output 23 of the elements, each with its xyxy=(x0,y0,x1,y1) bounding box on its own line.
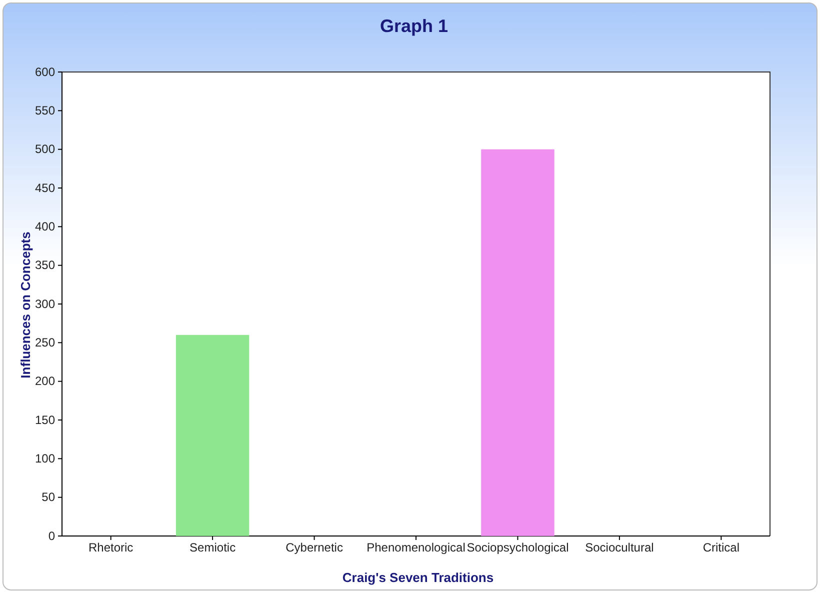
y-tick-label: 600 xyxy=(34,64,56,79)
y-tick-label: 500 xyxy=(34,142,56,156)
y-tick-label: 450 xyxy=(34,180,56,195)
x-tick-label: Semiotic xyxy=(190,540,236,555)
y-tick-label: 0 xyxy=(48,528,56,543)
y-tick-label: 250 xyxy=(34,336,56,350)
chart-title: Graph 1 xyxy=(380,16,448,36)
y-tick-label: 400 xyxy=(34,220,56,234)
x-tick-label: Rhetoric xyxy=(88,540,134,555)
x-tick-label: Sociocultural xyxy=(585,540,654,555)
x-axis-title: Craig's Seven Traditions xyxy=(342,570,494,585)
y-tick-label: 200 xyxy=(34,374,56,388)
x-tick-label: Phenomenological xyxy=(366,540,466,555)
y-tick-label: 50 xyxy=(42,490,56,504)
y-tick-label: 350 xyxy=(34,258,56,272)
x-tick-label: Cybernetic xyxy=(286,540,343,555)
y-axis-title: Influences on Concepts xyxy=(18,232,33,378)
y-tick-label: 300 xyxy=(34,296,56,311)
x-tick-label: Critical xyxy=(702,540,740,555)
y-tick-label: 100 xyxy=(34,452,56,466)
y-tick-label: 550 xyxy=(34,104,56,118)
y-tick-label: 150 xyxy=(34,412,56,427)
x-tick-label: Sociopsychological xyxy=(466,540,569,555)
